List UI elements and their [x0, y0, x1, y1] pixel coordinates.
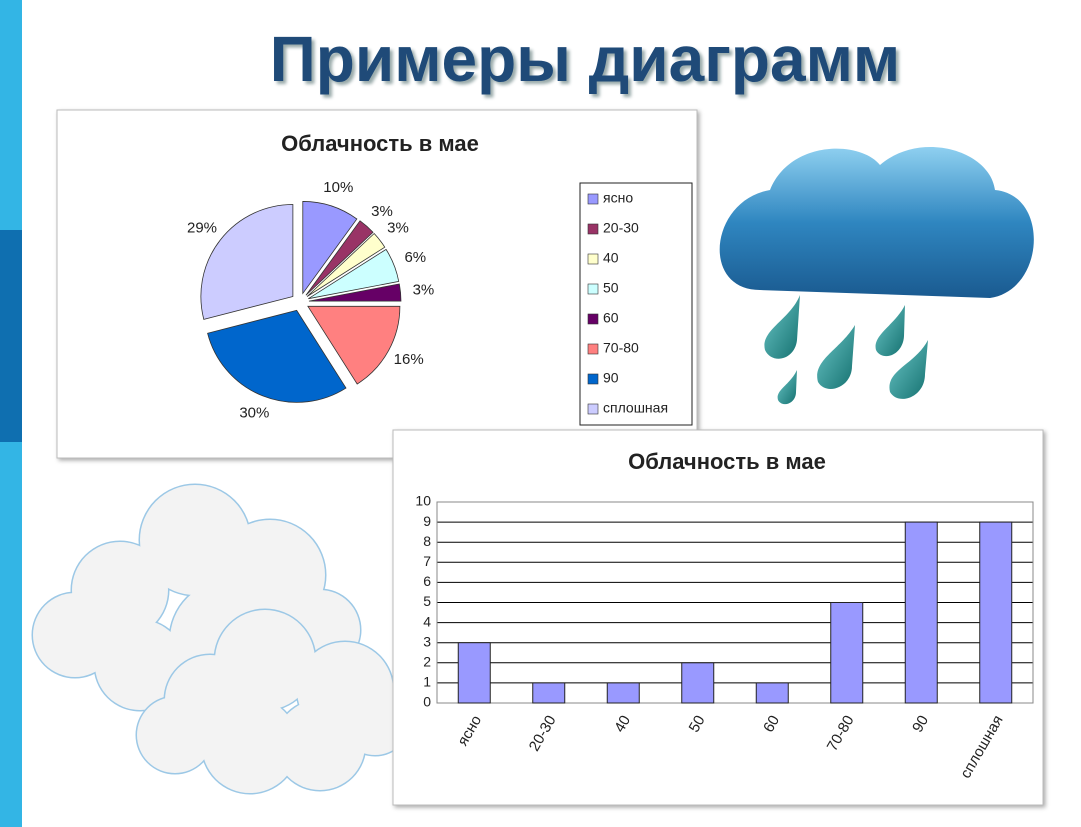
legend-swatch [587, 403, 599, 415]
pie-slice [200, 204, 294, 320]
bar [681, 662, 715, 704]
y-tick-label: 1 [423, 674, 431, 690]
plot-frame [436, 501, 1034, 704]
legend-label: 50 [603, 280, 619, 296]
y-tick-label: 0 [423, 694, 431, 710]
y-tick-label: 5 [423, 593, 431, 609]
bar-chart-frame [392, 429, 1044, 806]
bar [532, 682, 566, 704]
bar [606, 682, 640, 704]
pie-slice [302, 201, 358, 295]
pie-slice [308, 283, 402, 302]
legend-label: ясно [603, 190, 633, 206]
pie-value-label: 30% [239, 405, 269, 422]
y-tick-label: 2 [423, 654, 431, 670]
pie-slice [307, 305, 401, 385]
bar [904, 521, 938, 704]
y-tick-label: 10 [415, 493, 431, 509]
pie-value-label: 29% [187, 219, 217, 236]
pie-value-label: 3% [413, 282, 435, 299]
bar [830, 602, 864, 704]
legend-swatch [587, 253, 599, 265]
x-tick-label: 50 [686, 712, 709, 735]
bar-title: Облачность в мае [628, 449, 826, 474]
pie-slice [306, 232, 386, 297]
white-clouds [31, 483, 412, 795]
legend-swatch [587, 343, 599, 355]
legend-swatch [587, 283, 599, 295]
pie-value-label: 3% [371, 203, 393, 220]
legend-swatch [587, 313, 599, 325]
bar [979, 521, 1013, 704]
rain-cloud [719, 146, 1034, 405]
legend-label: 90 [603, 370, 619, 386]
legend-label: 20-30 [603, 220, 639, 236]
legend-label: 70-80 [603, 340, 639, 356]
x-tick-label: 60 [760, 712, 783, 735]
pie-value-label: 10% [323, 179, 353, 196]
side-strip-dark [0, 230, 22, 442]
x-tick-label: 90 [909, 712, 932, 735]
x-tick-label: 40 [611, 712, 634, 735]
y-tick-label: 7 [423, 553, 431, 569]
y-tick-label: 3 [423, 633, 431, 649]
bar [755, 682, 789, 704]
pie-value-label: 6% [404, 249, 426, 266]
legend-swatch [587, 193, 599, 205]
legend-label: 40 [603, 250, 619, 266]
y-tick-label: 9 [423, 513, 431, 529]
legend-label: 60 [603, 310, 619, 326]
pie-value-label: 3% [387, 219, 409, 236]
legend-label: сплошная [603, 400, 668, 416]
pie-slice [308, 248, 400, 300]
pie-slice [305, 220, 374, 296]
y-tick-label: 6 [423, 573, 431, 589]
pie-value-label: 16% [394, 351, 424, 368]
legend-swatch [587, 223, 599, 235]
y-tick-label: 4 [423, 613, 431, 629]
pie-title: Облачность в мае [281, 131, 479, 156]
bar [457, 642, 491, 704]
y-tick-label: 8 [423, 533, 431, 549]
slide-title: Примеры диаграмм [269, 23, 901, 95]
legend-swatch [587, 373, 599, 385]
pie-slice [207, 309, 347, 403]
legend-box [579, 182, 693, 426]
